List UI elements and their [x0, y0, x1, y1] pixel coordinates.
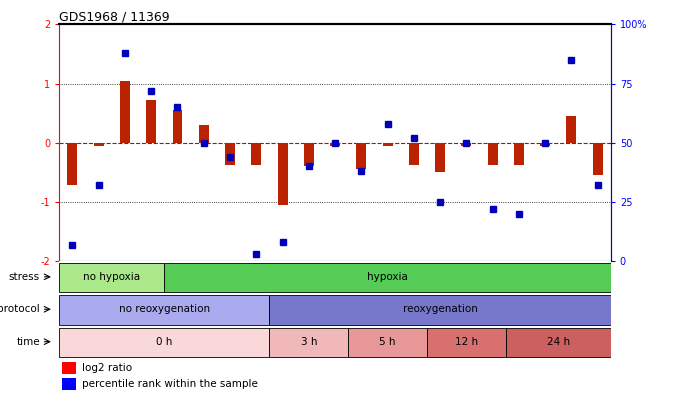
- Bar: [62, 362, 76, 374]
- FancyBboxPatch shape: [59, 295, 269, 324]
- Bar: [566, 116, 577, 143]
- Bar: [278, 143, 288, 205]
- Bar: [488, 143, 498, 165]
- Bar: [68, 143, 77, 185]
- Bar: [199, 125, 209, 143]
- Bar: [330, 143, 340, 146]
- Bar: [461, 143, 471, 146]
- Bar: [251, 143, 261, 165]
- Bar: [435, 143, 445, 173]
- FancyBboxPatch shape: [164, 263, 611, 292]
- FancyBboxPatch shape: [427, 328, 506, 357]
- Text: hypoxia: hypoxia: [367, 272, 408, 282]
- Text: log2 ratio: log2 ratio: [82, 363, 133, 373]
- Text: stress: stress: [9, 272, 40, 282]
- Bar: [94, 143, 104, 146]
- FancyBboxPatch shape: [506, 328, 611, 357]
- Text: 5 h: 5 h: [379, 337, 396, 347]
- Bar: [62, 378, 76, 390]
- Bar: [172, 110, 182, 143]
- Text: no reoxygenation: no reoxygenation: [119, 304, 210, 314]
- Bar: [356, 143, 366, 169]
- Bar: [304, 143, 314, 166]
- Text: 12 h: 12 h: [455, 337, 478, 347]
- Bar: [225, 143, 235, 165]
- FancyBboxPatch shape: [59, 328, 269, 357]
- Text: 24 h: 24 h: [547, 337, 570, 347]
- Bar: [514, 143, 524, 165]
- Text: reoxygenation: reoxygenation: [403, 304, 477, 314]
- Bar: [120, 81, 130, 143]
- Text: time: time: [17, 337, 40, 347]
- Bar: [540, 143, 550, 146]
- Text: 3 h: 3 h: [301, 337, 317, 347]
- Text: 0 h: 0 h: [156, 337, 172, 347]
- Text: percentile rank within the sample: percentile rank within the sample: [82, 379, 258, 389]
- Text: protocol: protocol: [0, 304, 40, 314]
- Bar: [593, 143, 602, 175]
- Text: GDS1968 / 11369: GDS1968 / 11369: [59, 10, 170, 23]
- Bar: [409, 143, 419, 165]
- FancyBboxPatch shape: [348, 328, 427, 357]
- FancyBboxPatch shape: [59, 263, 164, 292]
- FancyBboxPatch shape: [269, 328, 348, 357]
- FancyBboxPatch shape: [269, 295, 611, 324]
- Bar: [383, 143, 392, 146]
- Text: no hypoxia: no hypoxia: [83, 272, 140, 282]
- Bar: [147, 100, 156, 143]
